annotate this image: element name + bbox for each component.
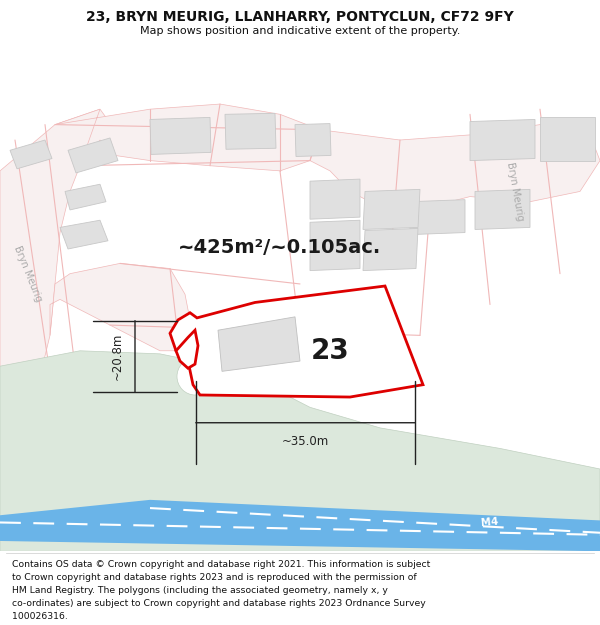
Polygon shape xyxy=(310,179,360,219)
Polygon shape xyxy=(475,189,530,229)
Polygon shape xyxy=(150,118,211,154)
Polygon shape xyxy=(170,286,423,397)
Polygon shape xyxy=(176,330,198,368)
Polygon shape xyxy=(225,113,276,149)
Text: ~35.0m: ~35.0m xyxy=(282,435,329,447)
Text: Bryn Meurig: Bryn Meurig xyxy=(12,244,44,303)
Text: HM Land Registry. The polygons (including the associated geometry, namely x, y: HM Land Registry. The polygons (includin… xyxy=(12,586,388,595)
Polygon shape xyxy=(310,124,600,212)
Text: co-ordinates) are subject to Crown copyright and database rights 2023 Ordnance S: co-ordinates) are subject to Crown copyr… xyxy=(12,599,426,608)
Polygon shape xyxy=(0,351,600,551)
Polygon shape xyxy=(10,140,52,169)
Circle shape xyxy=(177,358,213,395)
Text: M4: M4 xyxy=(481,517,499,528)
Text: 100026316.: 100026316. xyxy=(12,612,68,621)
Polygon shape xyxy=(0,500,600,551)
Polygon shape xyxy=(65,184,106,210)
Text: Bryn Meurig: Bryn Meurig xyxy=(505,161,525,222)
Polygon shape xyxy=(310,220,360,271)
Text: ~425m²/~0.105ac.: ~425m²/~0.105ac. xyxy=(178,239,382,258)
Polygon shape xyxy=(55,104,320,171)
Text: 23: 23 xyxy=(311,337,349,365)
Polygon shape xyxy=(410,199,465,234)
Polygon shape xyxy=(363,229,418,271)
Polygon shape xyxy=(0,109,115,459)
Polygon shape xyxy=(295,124,331,156)
Polygon shape xyxy=(68,138,118,173)
Text: to Crown copyright and database rights 2023 and is reproduced with the permissio: to Crown copyright and database rights 2… xyxy=(12,573,416,582)
Text: 23, BRYN MEURIG, LLANHARRY, PONTYCLUN, CF72 9FY: 23, BRYN MEURIG, LLANHARRY, PONTYCLUN, C… xyxy=(86,11,514,24)
Polygon shape xyxy=(50,263,190,351)
Polygon shape xyxy=(470,119,535,161)
Polygon shape xyxy=(540,118,595,161)
Polygon shape xyxy=(363,189,420,229)
Text: Contains OS data © Crown copyright and database right 2021. This information is : Contains OS data © Crown copyright and d… xyxy=(12,560,430,569)
Polygon shape xyxy=(60,220,108,249)
Polygon shape xyxy=(218,317,300,371)
Text: ~20.8m: ~20.8m xyxy=(110,332,124,380)
Text: Map shows position and indicative extent of the property.: Map shows position and indicative extent… xyxy=(140,26,460,36)
